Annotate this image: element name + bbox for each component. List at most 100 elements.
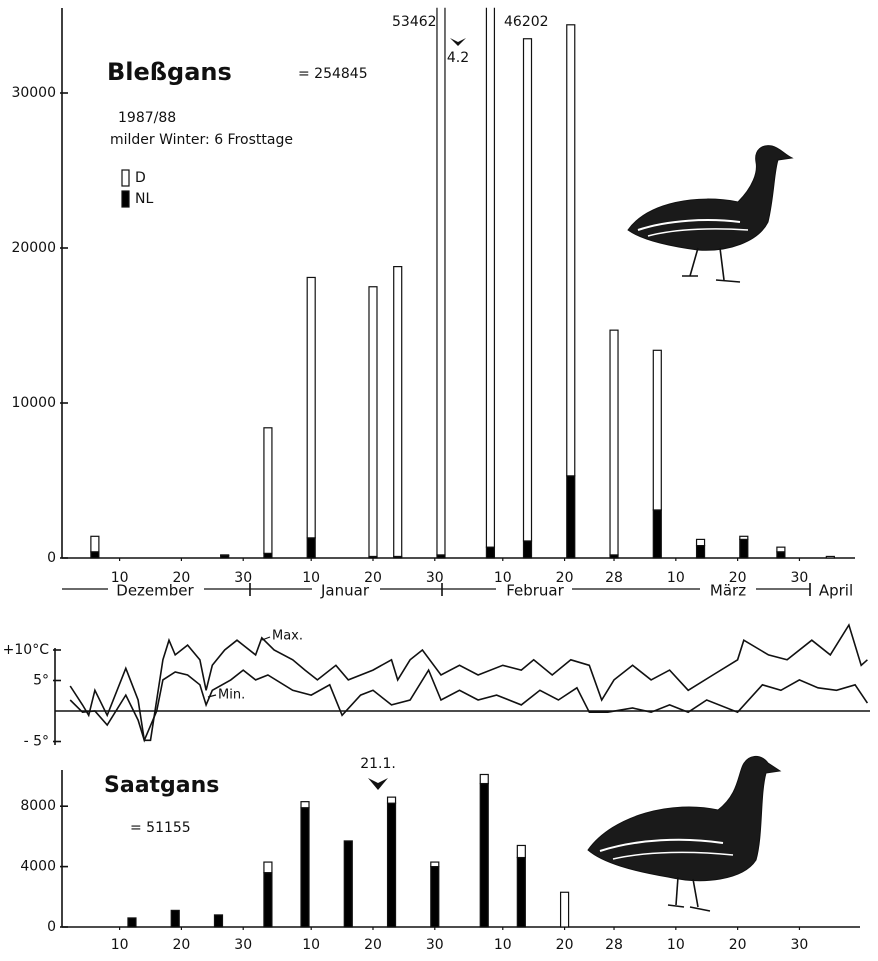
- x-tick-label: 10: [494, 570, 512, 586]
- goose-leg: [692, 878, 699, 908]
- goose-feather: [612, 851, 734, 860]
- bar-segment: [386, 796, 397, 804]
- goose-leg: [719, 247, 725, 281]
- goose-body: [587, 756, 782, 882]
- x-tick-label: 10: [494, 937, 512, 953]
- y-tick-label: 0: [47, 550, 56, 566]
- y-tick-label: 10000: [11, 395, 56, 411]
- x-tick-label: 10: [302, 937, 320, 953]
- bar-segment: [559, 891, 570, 928]
- bar-segment: [522, 540, 533, 559]
- bar-segment: [739, 535, 749, 540]
- bar-segment: [516, 844, 526, 859]
- chart-panel: +10°C 5° - 5° Max. Min.: [3, 623, 870, 750]
- y-tick-label: +10°C: [3, 642, 50, 658]
- bar-segment: [306, 537, 316, 559]
- x-tick-label: 20: [729, 570, 747, 586]
- bar-segment: [343, 840, 353, 928]
- x-tick-label: 20: [556, 937, 574, 953]
- bar-segment: [90, 551, 100, 559]
- chart-panel: 0 4000 8000 10 20 30 10 20 30 10 20 28 10 20 30 Saatgan…: [20, 756, 860, 953]
- bar-segment: [695, 538, 706, 547]
- bar-segment: [652, 509, 662, 559]
- month-band: [62, 583, 811, 596]
- y-tick-label: 4000: [20, 859, 56, 875]
- x-tick-label: 20: [364, 570, 382, 586]
- annotation: 1987/88: [118, 110, 176, 126]
- annotation: 53462: [392, 14, 437, 30]
- x-tick-label: 30: [426, 570, 444, 586]
- series-label: Min.: [218, 688, 245, 703]
- bar-segment: [522, 38, 533, 542]
- bar-segment: [90, 535, 100, 553]
- month-label: Dezember: [116, 582, 194, 600]
- month-label: Januar: [320, 582, 370, 600]
- x-tick-label: 20: [364, 937, 382, 953]
- bar-segment: [368, 286, 378, 558]
- x-tick-label: 30: [234, 570, 252, 586]
- y-tick-label: 0: [47, 919, 56, 935]
- chart-title: Bleßgans: [107, 58, 232, 86]
- bar-segment: [263, 872, 273, 928]
- x-tick-label: 10: [667, 937, 685, 953]
- x-tick-label: 20: [556, 570, 574, 586]
- annotation: 4.2: [447, 50, 469, 66]
- bar-segment: [776, 551, 786, 559]
- x-tick-label: 10: [111, 937, 129, 953]
- bar-segment: [300, 807, 310, 928]
- bar-segment: [430, 861, 440, 868]
- bar-segment: [695, 544, 706, 559]
- bar-segment: [263, 861, 273, 874]
- bars: [90, 7, 835, 559]
- bar-segment: [479, 782, 489, 928]
- bar-segment: [300, 801, 310, 809]
- bar-segment: [485, 7, 496, 548]
- x-tick-label: 30: [791, 570, 809, 586]
- bar-segment: [263, 552, 273, 559]
- bars: [127, 773, 570, 928]
- temperature-line: [69, 668, 869, 743]
- bar-segment: [393, 266, 403, 558]
- bar-segment: [516, 856, 526, 928]
- bar-segment: [436, 7, 446, 556]
- bar-segment: [220, 554, 230, 557]
- bar-segment: [609, 329, 619, 556]
- bar-segment: [479, 773, 489, 785]
- series-label: Max.: [272, 629, 303, 644]
- bar-segment: [263, 427, 273, 554]
- goose-leg: [689, 247, 699, 277]
- x-tick-label: 28: [605, 570, 623, 586]
- y-tick-label: 8000: [20, 798, 56, 814]
- x-tick-label: 10: [111, 570, 129, 586]
- goose-illustration: [587, 756, 782, 912]
- x-tick-label: 30: [791, 937, 809, 953]
- month-label: April: [819, 582, 853, 600]
- annotation: milder Winter: 6 Frosttage: [110, 132, 293, 148]
- x-tick-label: 10: [667, 570, 685, 586]
- temperature-line: [69, 623, 868, 742]
- legend-swatch: [121, 169, 130, 187]
- x-tick-label: 20: [729, 937, 747, 953]
- bar-segment: [825, 555, 835, 559]
- bar-segment: [213, 914, 224, 928]
- chart-panel: 0 10000 20000 30000 10 20 30 10 20 30 10 20 28 10 20 30…: [11, 7, 855, 600]
- bar-segment: [170, 909, 180, 928]
- legend-label: NL: [135, 191, 153, 207]
- goose-foot: [682, 275, 741, 283]
- legend-swatch: [121, 190, 130, 208]
- annotation: 21.1.: [360, 756, 396, 772]
- bar-segment: [485, 546, 496, 559]
- bar-segment: [776, 546, 786, 553]
- chart-subtitle: = 254845: [298, 66, 368, 82]
- bar-segment: [566, 475, 576, 559]
- month-label: März: [710, 582, 746, 600]
- y-tick-label: 5°: [33, 673, 49, 689]
- x-tick-label: 30: [234, 937, 252, 953]
- x-tick-label: 30: [426, 937, 444, 953]
- bar-segment: [739, 538, 749, 559]
- x-tick-label: 28: [605, 937, 623, 953]
- bar-segment: [386, 802, 397, 928]
- y-tick-label: 30000: [11, 85, 56, 101]
